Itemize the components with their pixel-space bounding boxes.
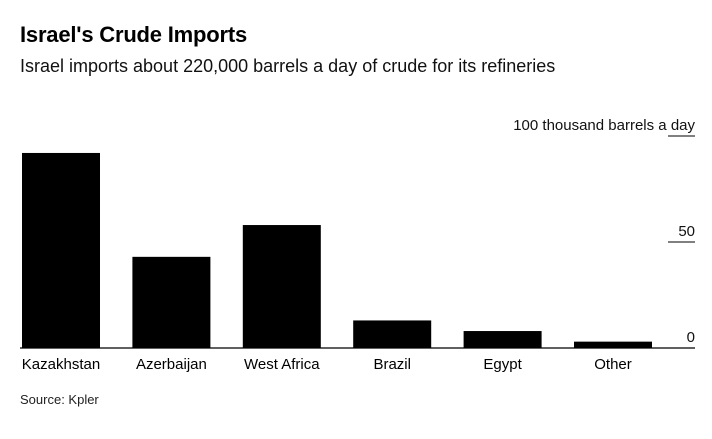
chart-title: Israel's Crude Imports xyxy=(20,22,248,47)
y-tick-label: 0 xyxy=(687,329,695,346)
x-tick-label: Egypt xyxy=(483,356,522,373)
source-note: Source: Kpler xyxy=(20,392,99,407)
y-tick-label: 100 thousand barrels a day xyxy=(513,117,695,134)
bar-egypt xyxy=(463,331,542,348)
x-axis-labels: Kazakhstan Azerbaijan West Africa Brazil Egy… xyxy=(22,356,632,373)
x-tick-label: Brazil xyxy=(373,356,411,373)
y-axis-ticks: 100 thousand barrels a day 50 0 xyxy=(513,117,695,346)
bar-kazakhstan xyxy=(22,152,100,348)
x-tick-label: Azerbaijan xyxy=(136,356,207,373)
y-tick-label: 50 xyxy=(678,223,695,240)
x-tick-label: West Africa xyxy=(244,356,320,373)
chart-subtitle: Israel imports about 220,000 barrels a d… xyxy=(20,56,556,76)
x-tick-label: Kazakhstan xyxy=(22,356,100,373)
bar-azerbaijan xyxy=(132,256,211,348)
bar-other xyxy=(574,341,652,348)
bars-group xyxy=(22,152,652,348)
bar-west-africa xyxy=(242,225,321,348)
x-tick-label: Other xyxy=(594,356,632,373)
bar-brazil xyxy=(353,320,432,348)
